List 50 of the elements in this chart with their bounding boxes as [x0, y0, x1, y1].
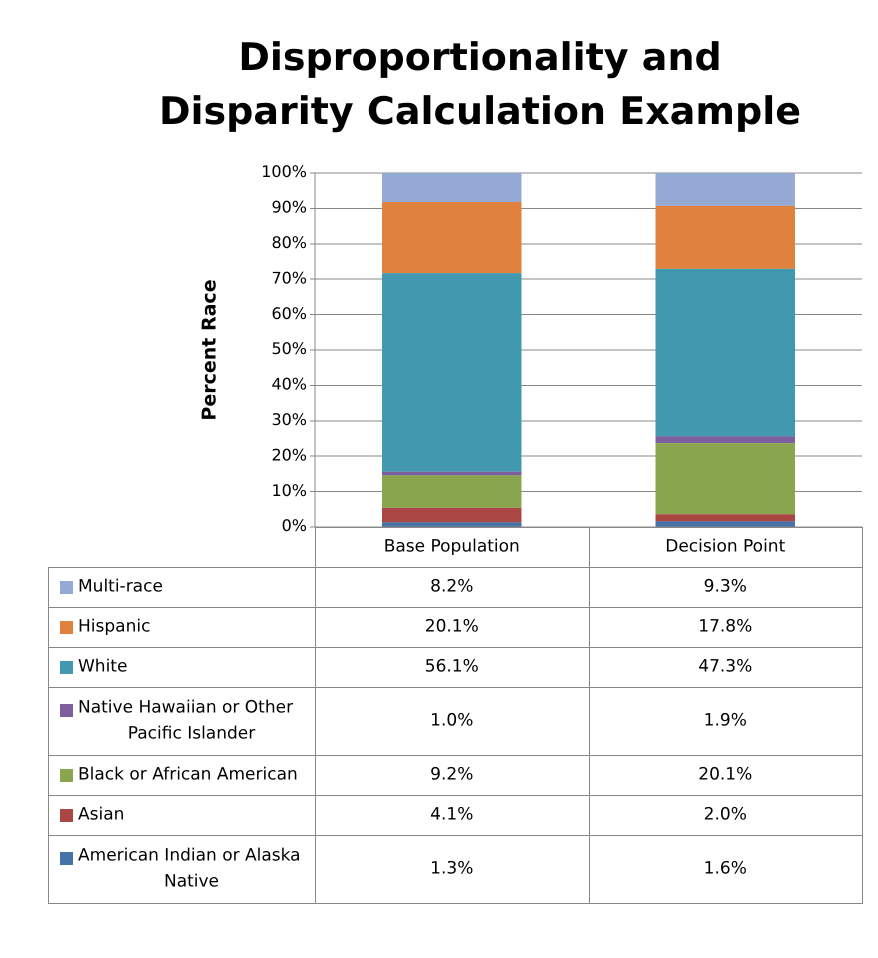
y-tick-label: 40%	[271, 374, 307, 394]
x-tick-label: Base Population	[384, 536, 520, 557]
y-tick-label: 70%	[271, 268, 307, 288]
y-axis-title: Percent Race	[198, 279, 220, 421]
y-tick-label: 50%	[271, 339, 307, 358]
y-tick-label: 80%	[271, 232, 307, 252]
bar	[382, 273, 522, 472]
bar	[656, 521, 795, 526]
y-tick-label: 90%	[271, 198, 307, 217]
data-label: 1.9%	[704, 710, 747, 730]
chart-title: Disproportionality and Disparity Calculation Example	[158, 34, 802, 133]
data-label: 20.1%	[424, 616, 479, 636]
bar	[656, 436, 795, 444]
data-label: 20.1%	[698, 764, 752, 784]
x-tick-label: Decision Point	[665, 536, 786, 557]
data-label: 1.6%	[704, 858, 747, 878]
data-label: 9.2%	[430, 764, 474, 784]
data-label: 1.0%	[430, 710, 474, 730]
data-label: 4.1%	[430, 804, 474, 824]
y-tick-label: 0%	[282, 516, 307, 536]
data-label: 8.2%	[430, 576, 474, 596]
data-label: 1.3%	[430, 858, 474, 878]
y-tick-label: 60%	[271, 304, 307, 323]
legend-label: Asian	[78, 804, 124, 824]
bar	[656, 206, 795, 269]
data-label: 17.8%	[698, 616, 752, 636]
legend-label: White	[78, 656, 128, 676]
bar	[382, 472, 522, 476]
y-tick-label: 10%	[271, 480, 307, 500]
bar	[656, 173, 795, 206]
legend-label: American Indian or Alaska Native	[78, 845, 301, 892]
bar	[656, 268, 795, 436]
data-label: 2.0%	[704, 804, 747, 824]
y-tick-label: 20%	[271, 445, 307, 464]
legend-label: Black or African American	[78, 764, 298, 784]
data-label: 9.3%	[704, 576, 747, 596]
bar	[382, 202, 522, 274]
bar	[382, 522, 522, 526]
data-label: 56.1%	[424, 656, 479, 676]
legend-label: Native Hawaiian or Other Pacific Islander	[78, 697, 294, 744]
bar	[382, 508, 522, 522]
legend-label: Hispanic	[78, 616, 150, 636]
bar	[656, 443, 795, 514]
bar	[382, 475, 522, 508]
data-label: 47.3%	[698, 656, 752, 676]
y-tick-label: 100%	[261, 162, 307, 182]
bar	[382, 173, 522, 202]
y-tick-label: 30%	[271, 410, 307, 429]
bar	[656, 514, 795, 522]
legend-label: Multi-race	[78, 576, 163, 596]
